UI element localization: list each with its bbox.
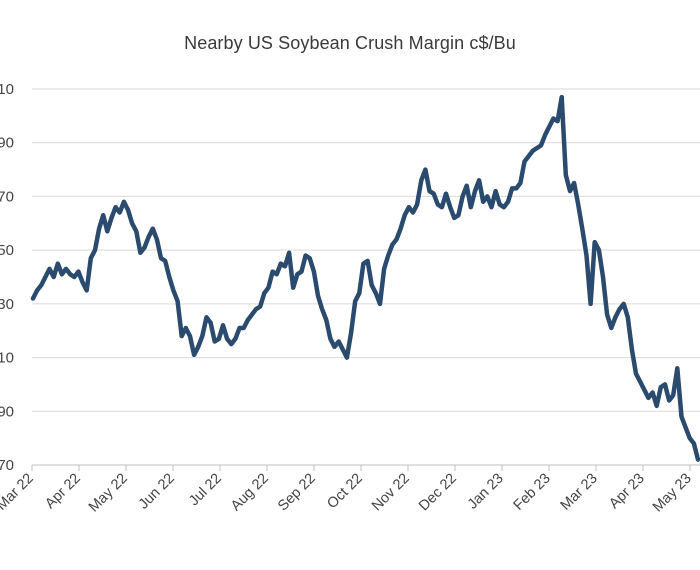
x-tick-label: May 22 [86,471,131,516]
series-layer [30,94,700,462]
x-tick-label: Jul 22 [186,471,225,510]
x-tick-label: Apr 23 [606,471,648,513]
x-tick-label: Dec 22 [416,471,460,515]
x-tick-label: Feb 23 [511,471,554,514]
y-tick-label: 190 [0,135,14,152]
series-line [30,94,700,462]
x-tick-label: Mar 23 [558,471,601,514]
x-tick-label: Aug 22 [228,471,272,515]
y-tick-label: 170 [0,188,14,205]
chart-title: Nearby US Soybean Crush Margin c$/Bu [184,33,516,53]
y-tick-label: 70 [0,457,14,474]
y-tick-label: 130 [0,296,14,313]
y-tick-label: 90 [0,403,14,420]
x-tick-label: Mar 22 [0,471,37,514]
x-tick-label: Jan 23 [465,471,507,513]
y-tick-label: 150 [0,242,14,259]
y-tick-label: 110 [0,350,14,367]
x-tick-label: Jun 22 [136,471,178,513]
axes [31,464,700,471]
x-tick-label: Apr 22 [42,471,84,513]
x-tick-label: Oct 22 [324,471,366,513]
x-tick-label: Sep 22 [275,471,319,515]
x-tick-label: Nov 22 [369,471,413,515]
y-tick-label: 210 [0,81,14,98]
x-tick-label: May 23 [650,471,695,516]
